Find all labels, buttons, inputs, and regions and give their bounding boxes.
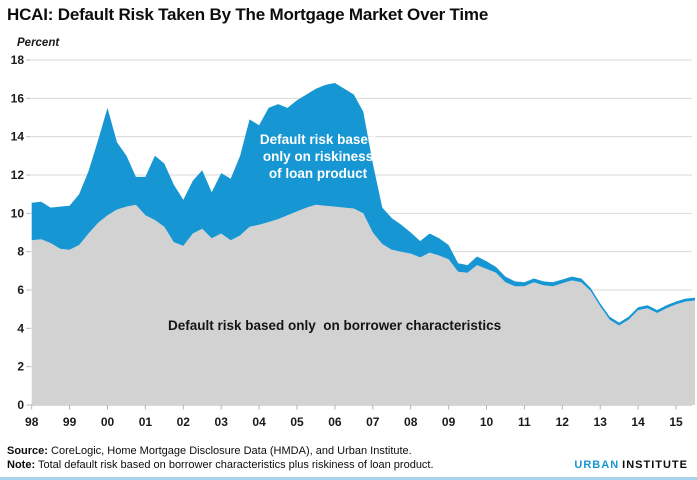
x-tick-label: 98 (25, 415, 39, 429)
annotation-line: Default risk based (259, 132, 377, 147)
x-tick-label: 03 (215, 415, 229, 429)
y-tick-label: 16 (11, 91, 25, 105)
y-tick-label: 12 (11, 168, 25, 182)
bottom-accent-rule (0, 477, 697, 480)
x-tick-label: 11 (518, 415, 531, 429)
y-tick-label: 10 (11, 206, 25, 220)
x-tick-label: 01 (139, 415, 153, 429)
y-tick-label: 2 (17, 360, 24, 374)
y-tick-label: 4 (17, 321, 24, 335)
source-line: Source: CoreLogic, Home Mortgage Disclos… (7, 444, 434, 458)
note-label: Note: (7, 459, 36, 471)
x-tick-label: 13 (594, 415, 608, 429)
logo-urban-text: URBAN (574, 459, 620, 471)
y-tick-label: 0 (17, 398, 24, 412)
x-tick-label: 15 (669, 415, 683, 429)
annotation-loan-product-risk: Default risk based only on riskiness of … (238, 131, 398, 182)
y-tick-label: 6 (17, 283, 24, 297)
x-tick-label: 14 (631, 415, 645, 429)
y-tick-label: 14 (11, 130, 25, 144)
x-tick-label: 00 (101, 415, 115, 429)
source-text: CoreLogic, Home Mortgage Disclosure Data… (47, 445, 412, 457)
note-text: Total default risk based on borrower cha… (35, 459, 434, 471)
area-loan-product-risk (31, 83, 695, 326)
x-tick-label: 07 (366, 415, 380, 429)
x-tick-label: 12 (556, 415, 570, 429)
x-tick-label: 10 (480, 415, 494, 429)
source-label: Source: (7, 445, 48, 457)
logo-institute-text: INSTITUTE (622, 459, 688, 471)
x-tick-label: 08 (404, 415, 418, 429)
y-tick-label: 8 (17, 245, 24, 259)
chart-title: HCAI: Default Risk Taken By The Mortgage… (7, 5, 489, 24)
footer-notes: Source: CoreLogic, Home Mortgage Disclos… (7, 444, 434, 472)
x-tick-label: 06 (328, 415, 342, 429)
annotation-borrower-characteristics: Default risk based only on borrower char… (168, 318, 502, 333)
x-tick-label: 99 (63, 415, 77, 429)
y-tick-label: 18 (11, 53, 25, 67)
annotation-line: of loan product (268, 166, 368, 181)
area-borrower-characteristics (31, 204, 695, 405)
x-tick-label: 04 (252, 415, 266, 429)
x-tick-label: 02 (177, 415, 191, 429)
x-tick-label: 05 (290, 415, 304, 429)
urban-institute-logo: URBAN INSTITUTE (574, 459, 688, 471)
y-axis-unit-label: Percent (17, 37, 60, 49)
annotation-line: only on riskiness (262, 149, 374, 164)
note-line: Note: Total default risk based on borrow… (7, 458, 434, 472)
x-tick-label: 09 (442, 415, 456, 429)
